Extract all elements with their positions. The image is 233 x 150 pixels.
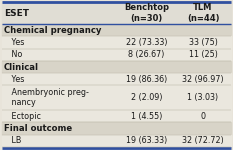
Text: Clinical: Clinical — [4, 63, 39, 72]
Text: Yes: Yes — [4, 75, 24, 84]
Text: 19 (86.36): 19 (86.36) — [126, 75, 167, 84]
Text: Ectopic: Ectopic — [4, 112, 41, 121]
Text: No: No — [4, 50, 22, 59]
Text: Anembryonic preg-
   nancy: Anembryonic preg- nancy — [4, 88, 89, 108]
Text: Yes: Yes — [4, 38, 24, 47]
Text: ESET: ESET — [4, 9, 29, 18]
Text: 33 (75): 33 (75) — [188, 38, 217, 47]
Text: 2 (2.09): 2 (2.09) — [131, 93, 162, 102]
Text: 0: 0 — [201, 112, 206, 121]
Bar — [2, 135, 231, 147]
Text: 11 (25): 11 (25) — [188, 50, 217, 59]
Bar — [2, 110, 231, 122]
Text: 22 (73.33): 22 (73.33) — [126, 38, 167, 47]
Bar — [2, 2, 231, 24]
Text: 32 (72.72): 32 (72.72) — [182, 136, 224, 145]
Bar — [2, 85, 231, 110]
Text: 19 (63.33): 19 (63.33) — [126, 136, 167, 145]
Bar — [2, 73, 231, 86]
Text: 1 (3.03): 1 (3.03) — [187, 93, 219, 102]
Bar — [2, 49, 231, 61]
Bar — [2, 24, 231, 36]
Bar — [2, 36, 231, 49]
Text: TLM
(n=44): TLM (n=44) — [187, 3, 219, 23]
Text: 32 (96.97): 32 (96.97) — [182, 75, 224, 84]
Text: LB: LB — [4, 136, 21, 145]
Text: Final outcome: Final outcome — [4, 124, 72, 133]
Text: Benchtop
(n=30): Benchtop (n=30) — [124, 3, 169, 23]
Text: Chemical pregnancy: Chemical pregnancy — [4, 26, 101, 35]
Bar — [2, 122, 231, 135]
Text: 1 (4.55): 1 (4.55) — [131, 112, 162, 121]
Bar — [2, 61, 231, 73]
Text: 8 (26.67): 8 (26.67) — [128, 50, 165, 59]
